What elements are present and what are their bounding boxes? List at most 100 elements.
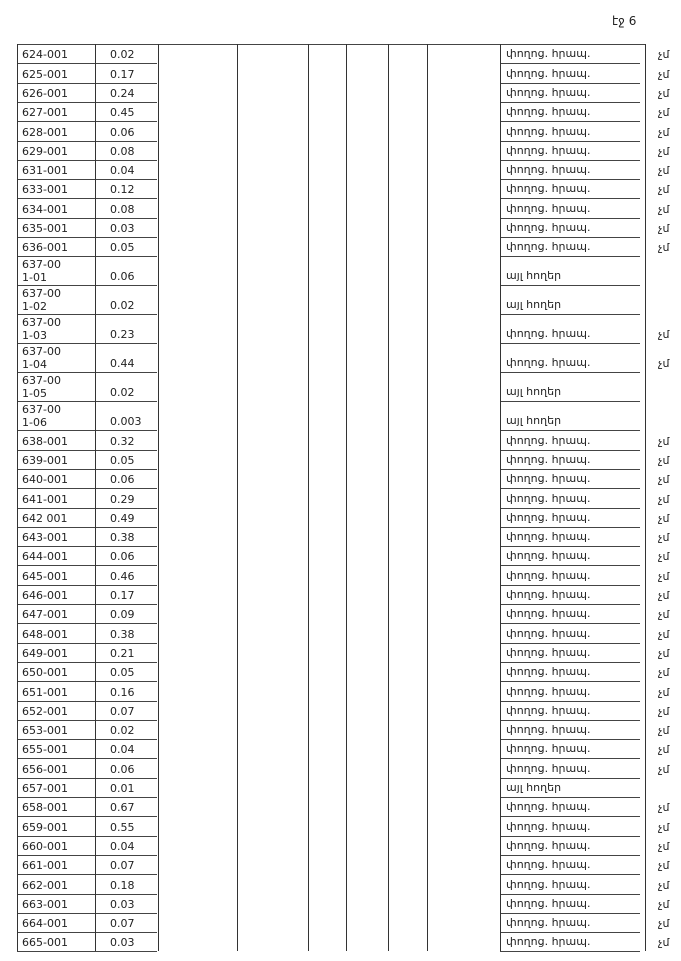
column-line — [308, 44, 309, 952]
parcel-id: 631-001 — [22, 164, 68, 178]
row-line — [17, 121, 157, 123]
status-mark: չմ — [658, 183, 670, 197]
row-line — [500, 526, 640, 528]
status-mark: չմ — [658, 222, 670, 235]
row-line — [500, 101, 640, 103]
land-type: փողոց. հրապ. — [506, 665, 591, 679]
status-mark: չմ — [658, 608, 670, 622]
land-type: փողոց. հրապ. — [506, 800, 591, 814]
area-value: 0.16 — [110, 685, 135, 699]
parcel-id: 640-001 — [22, 473, 68, 487]
land-type: փողոց. հրապ. — [506, 66, 591, 80]
row-line — [500, 758, 640, 760]
parcel-id: 651-001 — [22, 685, 68, 699]
parcel-id: 637-001-04 — [22, 345, 61, 372]
row-line — [500, 604, 640, 605]
row-line — [17, 739, 157, 741]
row-line — [17, 893, 157, 895]
row-line — [500, 256, 640, 258]
area-value: 0.04 — [110, 839, 135, 853]
parcel-id: 637-001-02 — [22, 287, 61, 314]
land-type: փողոց. հրապ. — [506, 491, 591, 505]
parcel-id: 628-001 — [22, 125, 68, 139]
row-line — [17, 565, 157, 567]
land-type: փողոց. հրապ. — [506, 703, 591, 717]
status-mark: չմ — [658, 859, 670, 873]
area-value: 0.06 — [110, 125, 135, 139]
land-type: փողոց. հրապ. — [506, 240, 591, 254]
status-mark: չմ — [658, 106, 670, 120]
row-line — [500, 932, 640, 934]
land-type: փողոց. հրապ. — [506, 356, 591, 370]
row-line — [17, 101, 157, 103]
land-type: փողոց. հրապ. — [506, 433, 591, 447]
parcel-id: 655-001 — [22, 743, 68, 757]
row-line — [500, 343, 640, 345]
area-value: 0.06 — [110, 762, 135, 776]
row-line — [17, 604, 157, 605]
row-line — [500, 893, 640, 895]
land-type: փողոց. հրապ. — [506, 877, 591, 891]
land-type: փողոց. հրապ. — [506, 916, 591, 930]
status-mark: չմ — [658, 685, 670, 699]
column-line — [427, 44, 428, 952]
row-line — [500, 401, 640, 403]
status-mark: չմ — [658, 202, 670, 216]
row-line — [500, 719, 640, 721]
area-value: 0.17 — [110, 589, 135, 602]
area-value: 0.06 — [110, 550, 135, 564]
land-type: փողոց. հրապ. — [506, 510, 591, 524]
area-value: 0.02 — [110, 299, 135, 313]
parcel-id: 656-001 — [22, 762, 68, 776]
row-line — [500, 314, 640, 316]
row-line — [17, 932, 157, 934]
status-mark: չմ — [658, 241, 670, 255]
status-mark: չմ — [658, 86, 670, 100]
row-line — [17, 449, 157, 451]
land-type: փողոց. հրապ. — [506, 723, 591, 737]
land-type: փողոց. հրապ. — [506, 645, 591, 659]
land-type: փողոց. հրապ. — [506, 684, 591, 698]
land-type: այլ հողեր — [506, 385, 562, 399]
row-line — [17, 623, 157, 625]
row-line — [17, 314, 157, 316]
row-line — [500, 584, 640, 586]
row-line — [500, 285, 640, 287]
area-value: 0.03 — [110, 897, 135, 911]
row-line — [500, 739, 640, 741]
status-mark: չմ — [658, 878, 670, 892]
area-value: 0.06 — [110, 473, 135, 487]
parcel-id: 657-001 — [22, 782, 68, 795]
column-line — [95, 44, 96, 952]
area-value: 0.49 — [110, 511, 135, 525]
parcel-id: 652-001 — [22, 704, 68, 718]
parcel-id: 661-001 — [22, 859, 68, 873]
area-value: 0.38 — [110, 531, 135, 545]
land-type: փողոց. հրապ. — [506, 85, 591, 99]
land-type: փողոց. հրապ. — [506, 182, 591, 196]
status-mark: չմ — [658, 144, 670, 158]
parcel-id: 633-001 — [22, 183, 68, 197]
parcel-id: 664-001 — [22, 917, 68, 931]
row-line — [500, 642, 640, 644]
status-mark: չմ — [658, 724, 670, 738]
area-value: 0.09 — [110, 608, 135, 622]
area-value: 0.04 — [110, 743, 135, 757]
status-mark: չմ — [658, 492, 670, 506]
row-line — [17, 488, 157, 490]
area-value: 0.05 — [110, 666, 135, 680]
row-line — [17, 179, 157, 181]
row-line — [500, 430, 640, 432]
status-mark: չմ — [658, 357, 670, 371]
parcel-id: 658-001 — [22, 801, 68, 815]
area-value: 0.07 — [110, 704, 135, 718]
row-line — [17, 854, 157, 856]
row-line — [17, 401, 157, 403]
status-mark: չմ — [658, 627, 670, 641]
status-mark: չմ — [658, 666, 670, 680]
parcel-id: 643-001 — [22, 531, 68, 545]
row-line — [500, 777, 640, 779]
area-value: 0.67 — [110, 801, 135, 815]
row-line — [17, 468, 157, 470]
status-mark: չմ — [658, 801, 670, 815]
